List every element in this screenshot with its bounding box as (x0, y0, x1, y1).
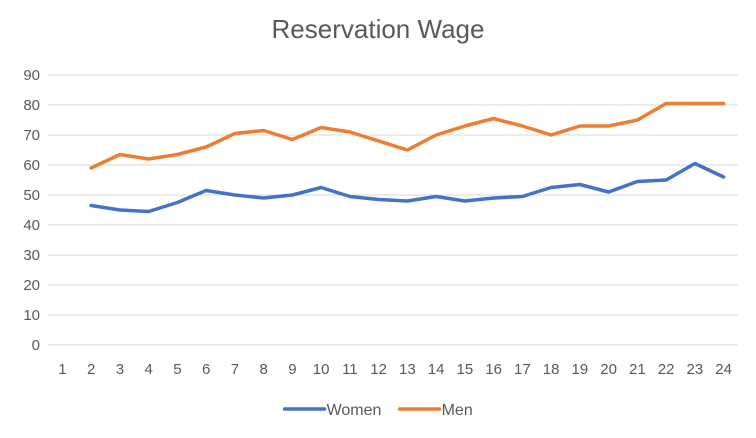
x-tick-label: 24 (715, 361, 732, 378)
x-tick-label: 19 (572, 361, 589, 378)
y-tick-label: 0 (32, 337, 40, 354)
series-line-men (89, 101, 726, 170)
x-tick-label: 8 (259, 361, 267, 378)
x-tick-label: 7 (231, 361, 239, 378)
chart-title: Reservation Wage (271, 14, 485, 44)
y-tick-label: 70 (23, 127, 40, 144)
legend-label-women: Women (327, 402, 382, 419)
x-tick-label: 2 (87, 361, 95, 378)
x-tick-label: 20 (600, 361, 617, 378)
y-tick-label: 50 (23, 187, 40, 204)
x-tick-label: 1 (58, 361, 66, 378)
y-tick-label: 80 (23, 97, 40, 114)
x-tick-label: 13 (399, 361, 416, 378)
x-tick-label: 18 (543, 361, 560, 378)
x-tick-label: 9 (288, 361, 296, 378)
x-tick-label: 15 (457, 361, 474, 378)
x-tick-label: 5 (173, 361, 181, 378)
x-tick-label: 16 (485, 361, 502, 378)
x-tick-label: 12 (370, 361, 387, 378)
x-tick-label: 6 (202, 361, 210, 378)
y-tick-label: 30 (23, 247, 40, 264)
y-tick-label: 90 (23, 67, 40, 84)
y-tick-label: 60 (23, 157, 40, 174)
series-line-women (89, 161, 726, 214)
x-tick-label: 21 (629, 361, 646, 378)
x-tick-label: 3 (116, 361, 124, 378)
y-tick-label: 20 (23, 277, 40, 294)
x-tick-label: 4 (144, 361, 152, 378)
x-tick-label: 17 (514, 361, 531, 378)
x-tick-label: 22 (658, 361, 675, 378)
x-tick-label: 10 (313, 361, 330, 378)
y-tick-label: 10 (23, 307, 40, 324)
legend-label-men: Men (442, 402, 473, 419)
x-tick-label: 11 (342, 361, 358, 378)
y-tick-label: 40 (23, 217, 40, 234)
x-tick-label: 14 (428, 361, 445, 378)
x-tick-label: 23 (687, 361, 704, 378)
